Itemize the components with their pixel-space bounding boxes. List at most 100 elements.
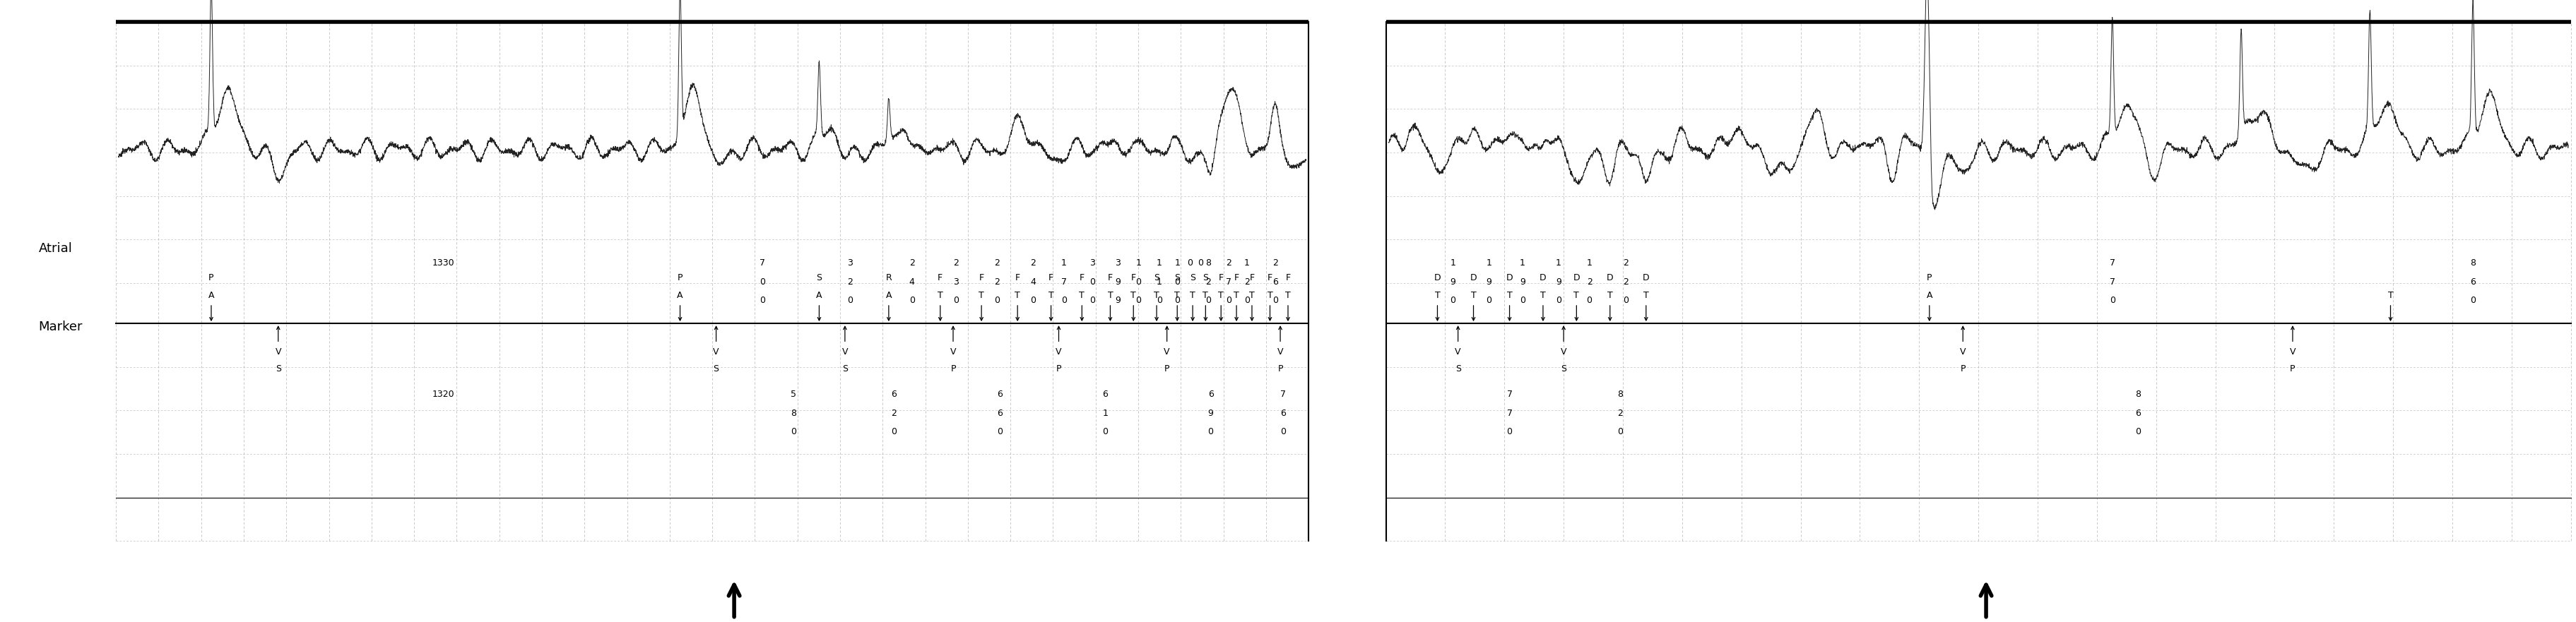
Text: A: A [817,290,822,300]
Text: 2: 2 [994,259,999,268]
Text: F: F [1218,273,1224,282]
Text: 0: 0 [994,296,999,305]
Text: 0: 0 [1103,427,1108,437]
Text: A: A [677,290,683,300]
Text: 1: 1 [1061,259,1066,268]
Text: S: S [842,364,848,374]
Text: 0: 0 [1206,296,1211,305]
Text: 0: 0 [2136,427,2141,437]
Text: 7: 7 [1507,390,1512,399]
Text: T: T [1175,290,1180,300]
Text: 0: 0 [1587,296,1592,305]
Text: 0: 0 [1136,296,1141,305]
Text: 1: 1 [1103,409,1108,418]
Text: T: T [1574,290,1579,300]
Text: 0: 0 [1623,296,1628,305]
Text: 2: 2 [1273,259,1278,268]
Text: 6: 6 [2136,409,2141,418]
Text: 0: 0 [791,427,796,437]
Text: F: F [1108,273,1113,282]
Text: S: S [817,273,822,282]
Text: 0: 0 [1226,296,1231,305]
Text: T: T [1435,290,1440,300]
Text: F: F [1249,273,1255,282]
Text: D: D [1540,273,1546,282]
Text: T: T [1540,290,1546,300]
Text: S: S [276,364,281,374]
Text: 2: 2 [1030,259,1036,268]
Text: 9: 9 [1520,277,1525,287]
Text: 1: 1 [1157,259,1162,268]
Text: D: D [1471,273,1476,282]
Text: F: F [1079,273,1084,282]
Text: 7: 7 [2110,259,2115,268]
Text: 6: 6 [2470,277,2476,287]
Text: P: P [1278,364,1283,374]
Text: 9: 9 [1115,277,1121,287]
Text: 6: 6 [997,390,1002,399]
Text: D: D [1574,273,1579,282]
Text: 7: 7 [1226,277,1231,287]
Text: T: T [1048,290,1054,300]
Text: F: F [1267,273,1273,282]
Text: 0: 0 [1157,296,1162,305]
Text: 1: 1 [1520,259,1525,268]
Text: P: P [209,273,214,282]
Text: 0: 0 [760,296,765,305]
Text: V: V [951,347,956,356]
Text: 0: 0 [1198,259,1203,268]
Text: 9: 9 [1115,296,1121,305]
Text: 1: 1 [1175,259,1180,268]
Text: D: D [1435,273,1440,282]
Text: R: R [886,273,891,282]
Text: 4: 4 [909,277,914,287]
Text: V: V [1455,347,1461,356]
Text: P: P [677,273,683,282]
Text: 0: 0 [1175,296,1180,305]
Text: 0: 0 [953,296,958,305]
Text: S: S [1455,364,1461,374]
Text: F: F [979,273,984,282]
Text: 7: 7 [2110,277,2115,287]
Text: F: F [938,273,943,282]
Text: 2: 2 [1206,277,1211,287]
Text: V: V [2290,347,2295,356]
Text: 2: 2 [909,259,914,268]
Text: 9: 9 [1208,409,1213,418]
Text: V: V [842,347,848,356]
Text: 2: 2 [953,259,958,268]
Text: 1: 1 [1244,259,1249,268]
Text: 0: 0 [2110,296,2115,305]
Text: V: V [1561,347,1566,356]
Text: F: F [1285,273,1291,282]
Text: 2: 2 [1623,277,1628,287]
Text: T: T [1079,290,1084,300]
Text: 1: 1 [1486,259,1492,268]
Text: 0: 0 [1556,296,1561,305]
Text: 0: 0 [1175,277,1180,287]
Text: 0: 0 [1486,296,1492,305]
Text: T: T [1607,290,1613,300]
Text: P: P [1927,273,1932,282]
Text: 0: 0 [1520,296,1525,305]
Text: T: T [1190,290,1195,300]
Text: D: D [1607,273,1613,282]
Text: 0: 0 [1030,296,1036,305]
Text: S: S [1203,273,1208,282]
Text: 1320: 1320 [433,390,453,399]
Text: 3: 3 [1090,259,1095,268]
Text: 8: 8 [2136,390,2141,399]
Text: T: T [1203,290,1208,300]
Text: 8: 8 [2470,259,2476,268]
Text: S: S [1175,273,1180,282]
Text: 6: 6 [997,409,1002,418]
Text: 0: 0 [1273,296,1278,305]
Text: A: A [886,290,891,300]
Text: 0: 0 [2470,296,2476,305]
Text: 2: 2 [1587,277,1592,287]
Text: 2: 2 [891,409,896,418]
Text: T: T [1643,290,1649,300]
Text: 0: 0 [1244,296,1249,305]
Text: 2: 2 [848,277,853,287]
Text: 6: 6 [1273,277,1278,287]
